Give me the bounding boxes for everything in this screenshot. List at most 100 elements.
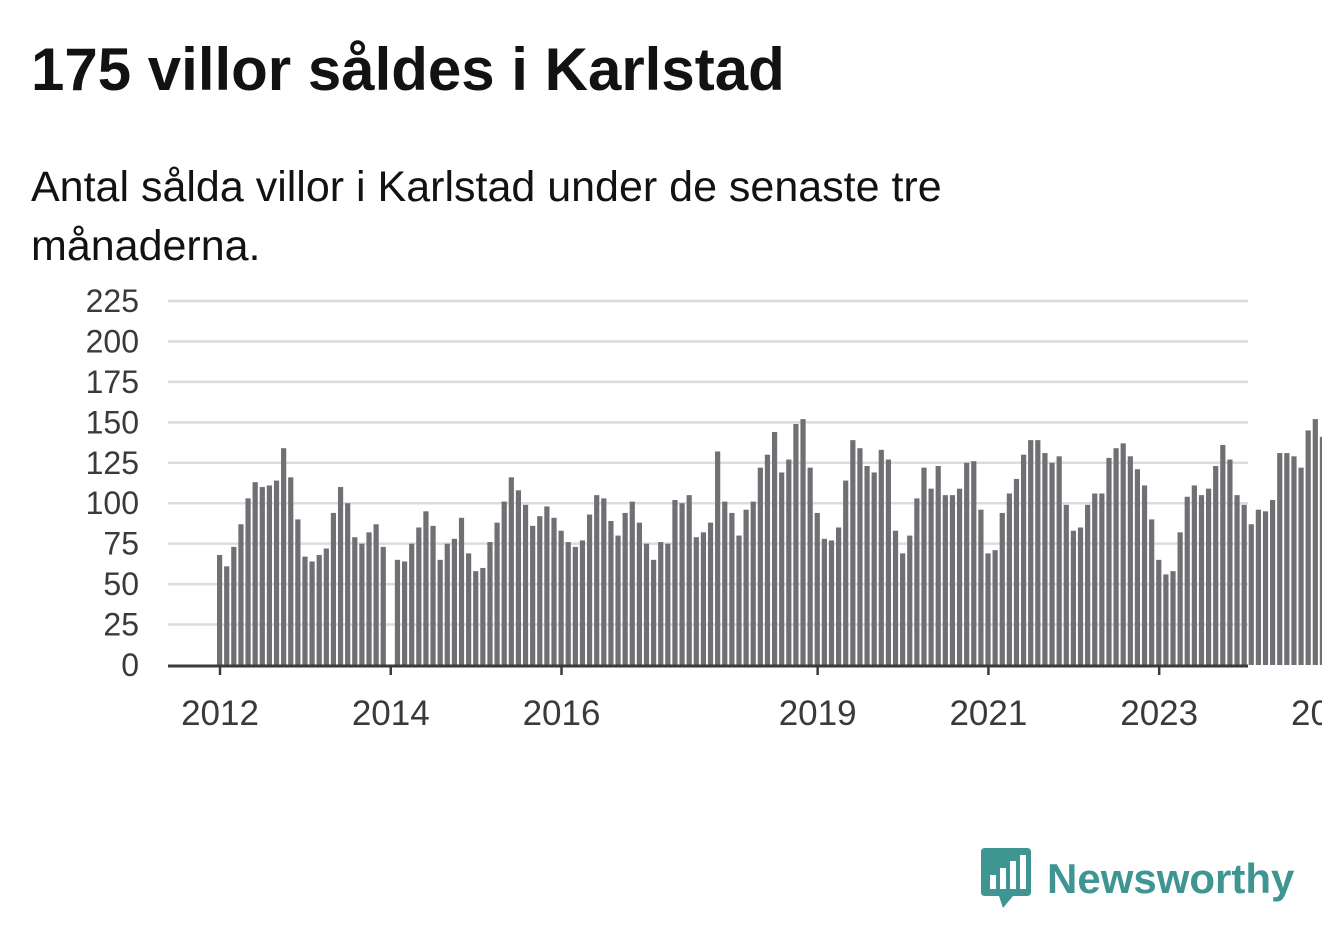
bar xyxy=(295,519,301,665)
bar xyxy=(743,509,749,665)
bar xyxy=(551,517,557,665)
bar xyxy=(750,501,756,665)
bar xyxy=(1234,495,1240,665)
bar xyxy=(1035,440,1041,665)
bar xyxy=(444,543,450,665)
bar xyxy=(935,466,941,665)
bar xyxy=(1099,493,1105,665)
bar xyxy=(764,454,771,665)
y-tick-label: 25 xyxy=(103,607,139,643)
bar xyxy=(658,542,664,665)
bar xyxy=(715,451,721,665)
bar xyxy=(1156,559,1162,665)
bar xyxy=(1141,485,1148,665)
x-tick-label: 2019 xyxy=(779,694,857,733)
bar xyxy=(245,498,251,665)
bar xyxy=(608,521,614,665)
bar xyxy=(892,530,899,665)
bar xyxy=(1177,532,1183,665)
bar xyxy=(508,477,514,665)
bar xyxy=(373,524,379,665)
chart-title: 175 villor såldes i Karlstad xyxy=(31,36,785,103)
bar xyxy=(1184,496,1190,665)
x-tick-label: 2012 xyxy=(181,694,259,733)
bar xyxy=(1070,530,1076,665)
bar xyxy=(871,472,877,665)
bar xyxy=(771,432,778,665)
bar xyxy=(900,553,906,665)
bar xyxy=(700,532,707,665)
bar xyxy=(515,490,522,665)
bar xyxy=(558,530,564,665)
bar xyxy=(1213,466,1219,665)
bar xyxy=(814,512,820,665)
bar xyxy=(1028,440,1034,665)
bar xyxy=(914,498,920,665)
y-tick-label: 100 xyxy=(86,485,139,521)
bar xyxy=(1248,524,1254,665)
bar xyxy=(956,488,963,665)
bar xyxy=(1291,456,1297,665)
bar xyxy=(800,419,806,665)
y-axis-ticks: 0 25 50 75 100 125 150 175 200 225 xyxy=(86,283,139,683)
bar xyxy=(1127,456,1133,665)
bar xyxy=(672,499,678,665)
bar xyxy=(1220,444,1226,665)
bar xyxy=(807,467,813,665)
bar xyxy=(302,556,308,665)
bar xyxy=(522,504,529,665)
bar xyxy=(736,535,742,665)
bar xyxy=(473,571,479,665)
bar xyxy=(530,525,536,665)
bar xyxy=(615,535,621,665)
brand-name: Newsworthy xyxy=(1047,855,1295,902)
bar xyxy=(679,503,685,665)
bar xyxy=(572,546,578,665)
bar xyxy=(437,559,443,665)
bar xyxy=(971,461,977,665)
bar xyxy=(1305,430,1311,665)
bar xyxy=(451,538,457,665)
bar xyxy=(330,512,337,665)
x-axis-ticks: 2012 2014 2016 2019 2021 2023 2025 xyxy=(181,665,1322,733)
bar xyxy=(949,495,956,665)
bar xyxy=(288,477,294,665)
bar xyxy=(366,532,372,665)
bar xyxy=(1042,453,1048,665)
bar xyxy=(281,448,287,665)
bar xyxy=(836,527,842,665)
bar xyxy=(729,512,735,665)
bar xyxy=(707,522,714,665)
bar xyxy=(821,538,827,665)
y-tick-label: 0 xyxy=(121,647,139,683)
bar xyxy=(394,559,401,665)
bar xyxy=(985,553,991,665)
bar xyxy=(594,495,600,665)
bar xyxy=(259,487,265,665)
y-tick-label: 75 xyxy=(103,526,139,562)
bar xyxy=(1227,459,1233,665)
bar xyxy=(423,511,429,665)
bar xyxy=(651,559,657,665)
bar xyxy=(793,423,799,665)
bar xyxy=(1113,448,1119,665)
bar xyxy=(1298,467,1304,665)
bar xyxy=(1319,436,1322,665)
bar xyxy=(857,448,863,665)
y-tick-label: 50 xyxy=(103,566,139,602)
bar xyxy=(1056,456,1062,665)
bar xyxy=(850,440,856,665)
bar xyxy=(1149,519,1155,665)
y-tick-label: 200 xyxy=(86,323,139,359)
bar xyxy=(864,466,870,665)
bar xyxy=(416,527,422,665)
bar xyxy=(430,525,436,665)
bar xyxy=(992,550,998,665)
bar xyxy=(843,480,849,665)
bar-chart-speech-bubble-icon xyxy=(981,848,1031,908)
bar xyxy=(828,540,835,665)
bar xyxy=(1049,462,1055,665)
bar xyxy=(786,459,792,665)
bar xyxy=(480,567,486,665)
